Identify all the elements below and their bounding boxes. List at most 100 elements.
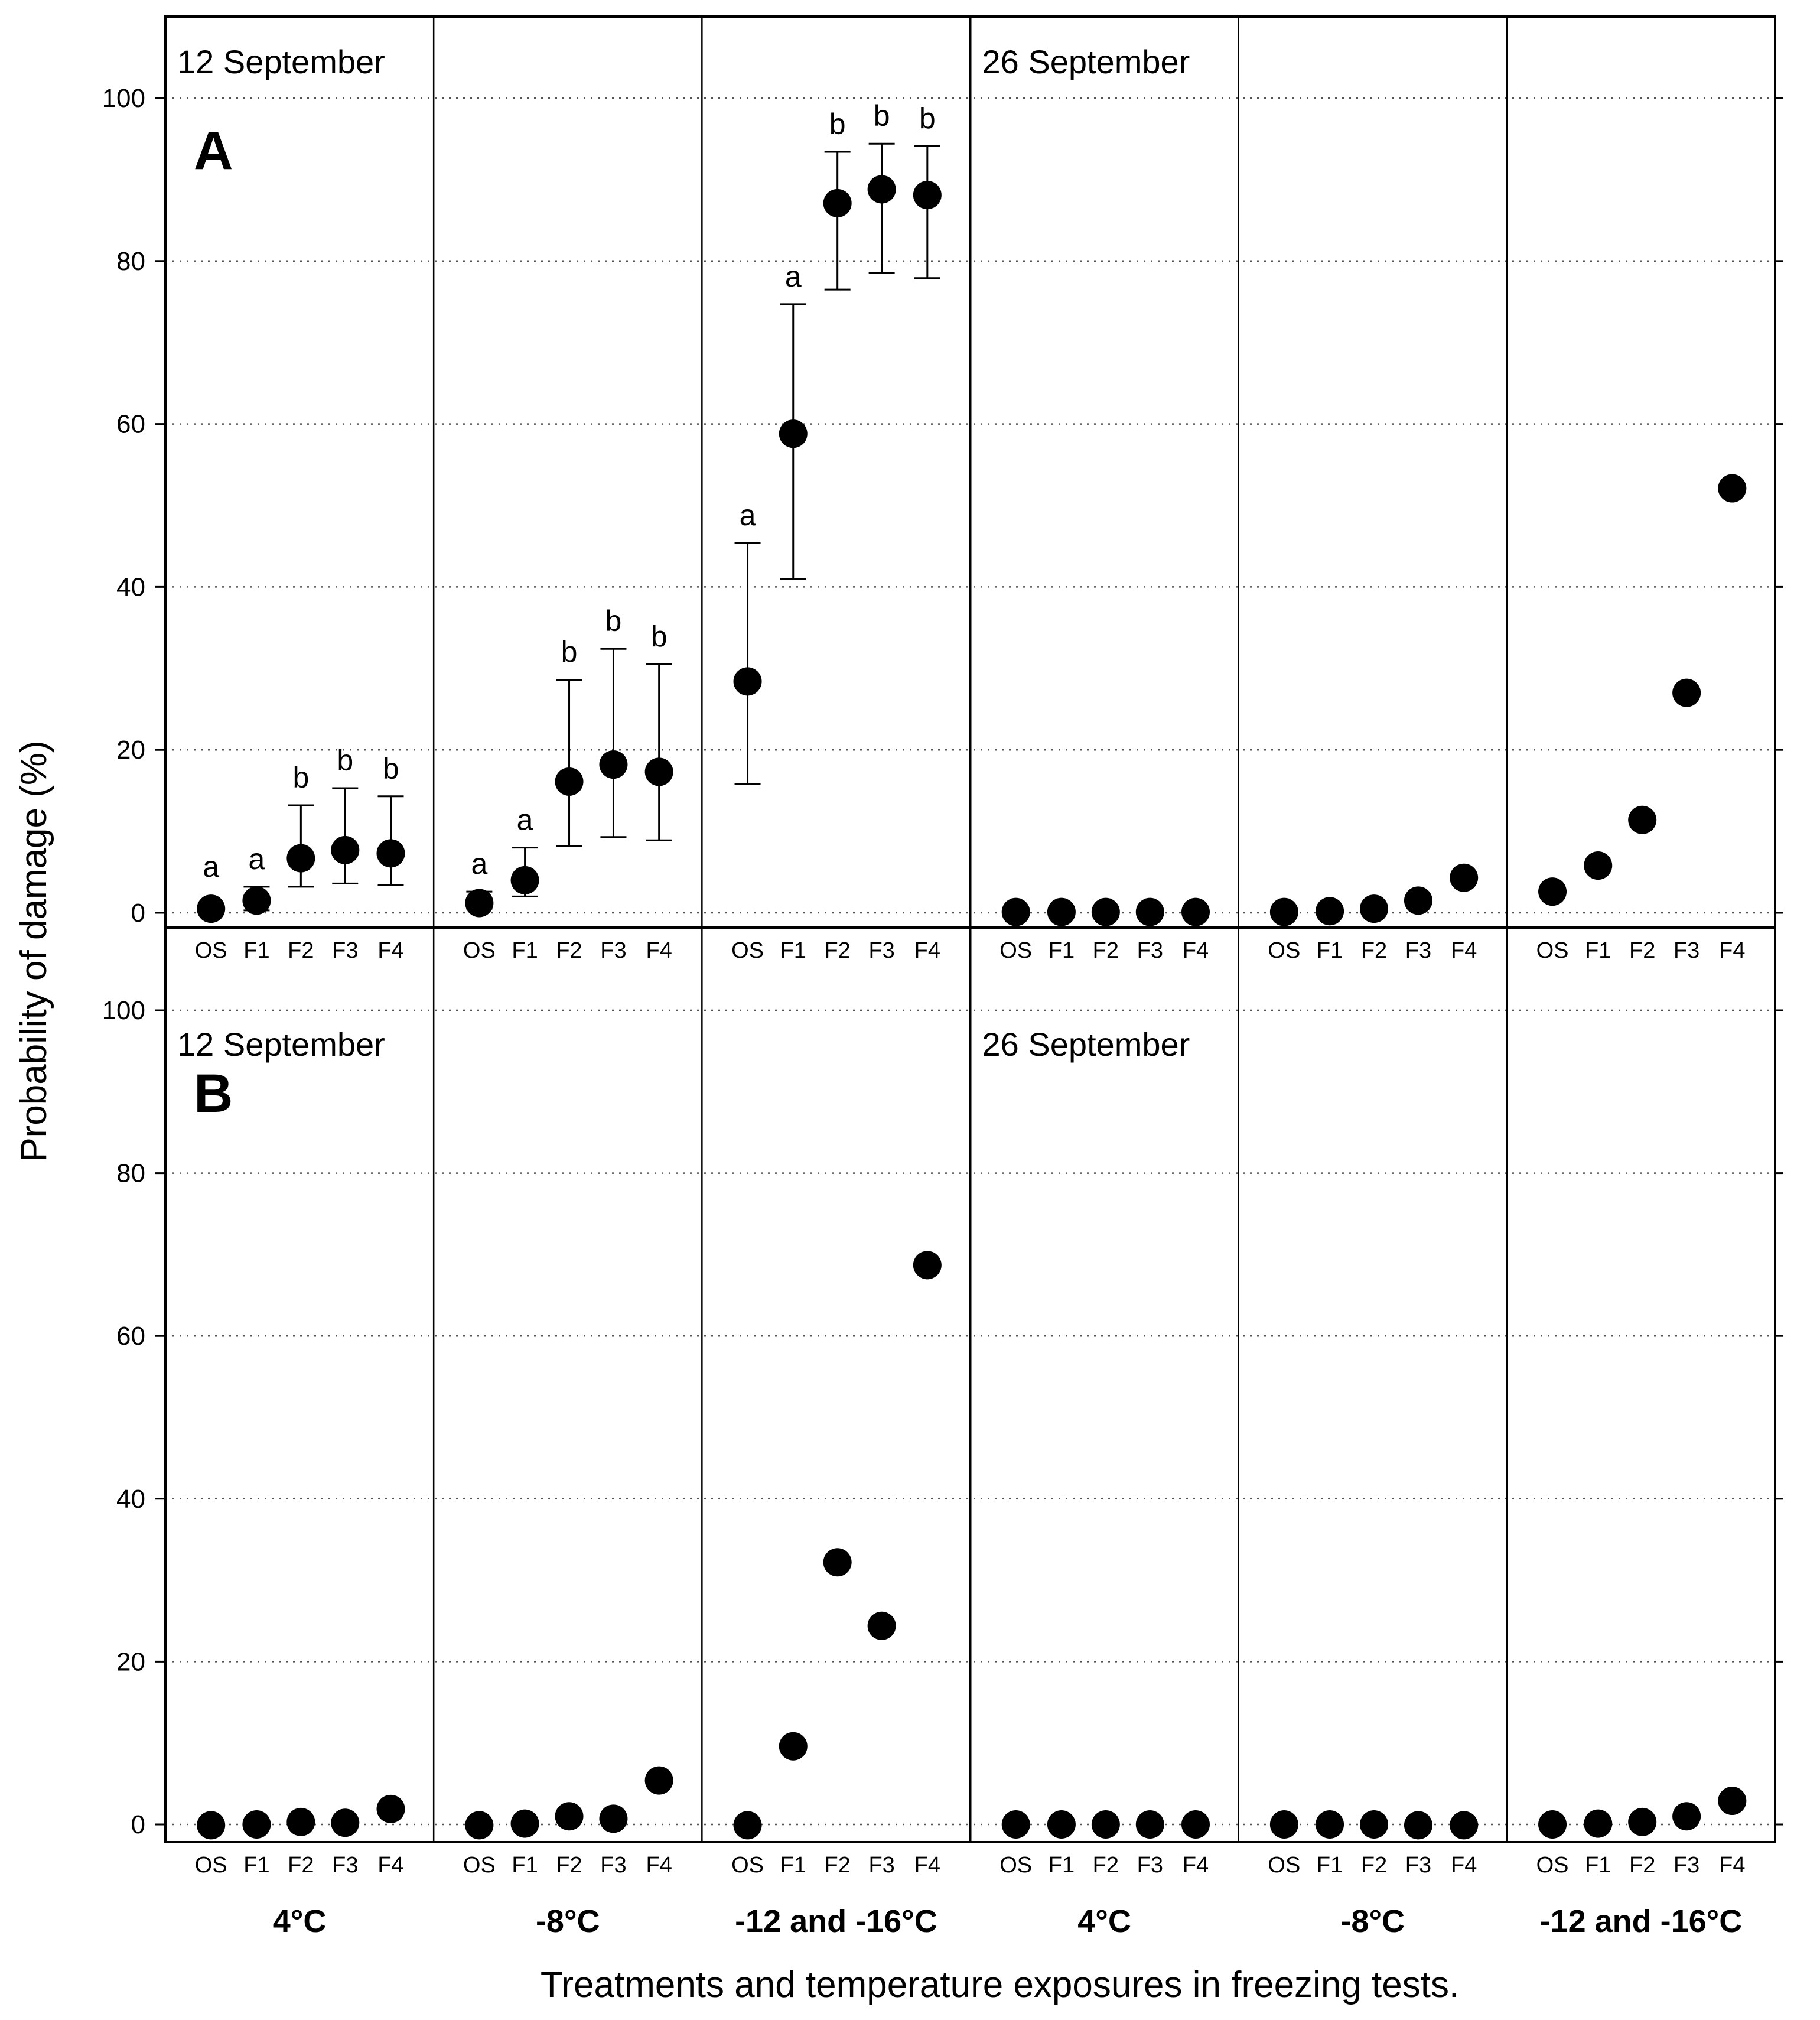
x-tick-label: F4 (1719, 1853, 1745, 1878)
data-point (1628, 805, 1657, 834)
data-point (779, 419, 808, 448)
x-tick-label: F3 (868, 938, 894, 963)
x-tick-label: F4 (646, 1853, 672, 1878)
y-axis-title: Probability of damage (%) (14, 740, 54, 1162)
data-point (510, 866, 539, 894)
data-point (779, 1732, 808, 1761)
group-label: -12 and -16°C (1540, 1904, 1743, 1939)
y-tick-label: 0 (131, 899, 145, 928)
group-label: -12 and -16°C (735, 1904, 937, 1939)
x-tick-label: F1 (1049, 938, 1075, 963)
data-point (242, 886, 271, 915)
data-point (1269, 897, 1298, 926)
x-tick-label: F4 (1719, 938, 1745, 963)
panel-letter: A (194, 121, 233, 181)
significance-letter: b (919, 102, 936, 135)
x-tick-label: F2 (556, 1853, 582, 1878)
x-tick-label: F2 (1093, 1853, 1119, 1878)
x-tick-label: OS (1268, 938, 1300, 963)
significance-letter: a (249, 843, 265, 876)
data-point (1450, 863, 1479, 892)
x-tick-label: F4 (1451, 938, 1477, 963)
group-label: -8°C (1340, 1904, 1405, 1939)
data-point (286, 1807, 315, 1836)
panel-letter: B (194, 1063, 233, 1124)
group-label: 4°C (273, 1904, 327, 1939)
y-tick-label: 0 (131, 1810, 145, 1839)
x-tick-label: F1 (1585, 938, 1611, 963)
x-tick-label: OS (999, 1853, 1032, 1878)
data-point (644, 757, 673, 786)
x-tick-label: F4 (1183, 938, 1209, 963)
x-tick-label: F2 (1629, 938, 1655, 963)
x-tick-label: F2 (1361, 1853, 1387, 1878)
data-point (465, 1811, 494, 1840)
data-point (599, 1804, 628, 1833)
x-tick-label: OS (195, 938, 227, 963)
x-tick-label: F3 (1674, 938, 1699, 963)
x-tick-label: F1 (243, 938, 269, 963)
x-tick-label: F1 (1049, 1853, 1075, 1878)
panel-B: 0 20 40 60 80 100 B12 September OS F1 F2 F3 F4 OS F1 F… (102, 926, 1783, 1878)
x-tick-label: OS (463, 1853, 496, 1878)
significance-letter: a (785, 260, 802, 293)
data-point (1001, 1810, 1030, 1839)
x-tick-label: F3 (600, 938, 626, 963)
data-point (465, 889, 494, 918)
data-point (1628, 1807, 1657, 1836)
data-point (331, 835, 360, 864)
data-point (1450, 1811, 1479, 1840)
x-tick-label: F4 (646, 938, 672, 963)
x-tick-label: F2 (288, 938, 314, 963)
data-point (1360, 1810, 1389, 1839)
data-point (1269, 1810, 1298, 1839)
data-point (1584, 1809, 1613, 1838)
data-point (1538, 877, 1567, 906)
data-point (1584, 851, 1613, 880)
data-point (1404, 886, 1432, 915)
data-point (197, 894, 226, 923)
data-point (867, 1611, 896, 1640)
data-point (1316, 897, 1344, 926)
date-label: 26 September (982, 43, 1190, 80)
data-point (599, 750, 628, 779)
x-tick-label: F2 (1629, 1853, 1655, 1878)
data-point (1360, 894, 1389, 923)
data-point (1672, 1802, 1701, 1831)
group-label: 4°C (1077, 1904, 1131, 1939)
significance-letter: b (561, 636, 578, 669)
significance-letter: a (517, 804, 533, 837)
x-tick-label: F3 (1405, 1853, 1431, 1878)
date-label: 12 September (177, 43, 385, 80)
x-tick-label: F1 (512, 1853, 538, 1878)
significance-letter: a (203, 850, 219, 883)
x-tick-label: F2 (1093, 938, 1119, 963)
x-tick-label: F2 (1361, 938, 1387, 963)
date-label: 12 September (177, 1026, 385, 1063)
data-point (823, 1548, 852, 1577)
x-tick-label: F1 (1317, 1853, 1343, 1878)
data-point (1047, 1810, 1076, 1839)
data-point (1181, 1810, 1210, 1839)
data-point (1718, 474, 1747, 503)
date-label: 26 September (982, 1026, 1190, 1063)
data-point (913, 1251, 942, 1280)
x-tick-label: F3 (1405, 938, 1431, 963)
y-tick-label: 80 (116, 247, 145, 276)
data-point (376, 839, 405, 868)
x-tick-label: F4 (914, 1853, 940, 1878)
x-tick-label: F1 (780, 1853, 806, 1878)
x-tick-label: F3 (1137, 1853, 1163, 1878)
x-tick-label: F2 (825, 938, 851, 963)
data-point (913, 181, 942, 210)
data-point (1047, 897, 1076, 926)
y-tick-label: 40 (116, 1485, 145, 1514)
x-tick-label: F3 (332, 938, 358, 963)
data-point (1672, 678, 1701, 707)
data-point (242, 1810, 271, 1839)
x-tick-label: OS (1268, 1853, 1300, 1878)
x-tick-label: F2 (825, 1853, 851, 1878)
significance-letter: b (874, 99, 890, 132)
